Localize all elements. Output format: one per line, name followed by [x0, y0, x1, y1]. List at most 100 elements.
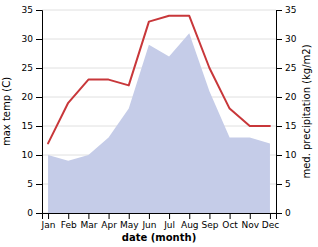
grid-line [42, 39, 276, 40]
x-axis: Jan FebMar AprMayJun Jul AugSep OctNovDec [41, 213, 280, 230]
x-tick-label: Feb [61, 220, 77, 230]
y2-tick-label: 25 [285, 63, 296, 73]
x-tick: Jul [163, 213, 175, 230]
y2-tick: 30 [276, 34, 297, 44]
x-tick: May [120, 213, 139, 230]
y-tick-label: 15 [22, 121, 33, 131]
y-tick-label: 35 [22, 5, 33, 15]
y2-tick-mark [276, 213, 282, 214]
y2-tick-mark [276, 68, 282, 69]
y2-axis: 0 5 10 15 20 25 30 35 [276, 5, 297, 218]
y-tick: 0 [27, 208, 42, 218]
x-tick-label: Oct [222, 220, 238, 230]
x-tick-mark [230, 213, 231, 219]
y2-tick-mark [276, 97, 282, 98]
y2-axis-title: med. precipitation (kg/m2) [301, 44, 312, 178]
y2-tick: 20 [276, 92, 297, 102]
chart: Jan FebMar AprMayJun Jul AugSep OctNovDec 0 5 10… [0, 0, 318, 247]
y2-tick-label: 30 [285, 34, 297, 44]
y-tick-mark [36, 213, 42, 214]
y2-tick-label: 35 [285, 5, 296, 15]
x-tick-label: Nov [241, 220, 259, 230]
x-tick-label: Jul [163, 220, 175, 230]
y2-axis-line [277, 11, 283, 214]
y-axis-title: max temp (C) [1, 77, 12, 146]
y2-tick: 15 [276, 121, 296, 131]
x-tick-label: Aug [181, 220, 199, 230]
x-tick: Sep [201, 213, 218, 230]
x-tick-mark [149, 213, 150, 219]
y-tick-label: 0 [27, 208, 33, 218]
x-tick-mark [250, 213, 251, 219]
y2-tick-label: 15 [285, 121, 296, 131]
x-tick: Aug [181, 213, 199, 230]
area [48, 33, 270, 213]
y2-tick-mark [276, 126, 282, 127]
y2-tick-mark [276, 155, 282, 156]
x-axis-line [43, 214, 277, 220]
y-axis: 0 5 10 15 20 25 30 35 [22, 5, 43, 218]
x-tick-mark [270, 213, 271, 219]
line [48, 16, 270, 144]
y-tick: 30 [22, 34, 42, 44]
grid-line [42, 10, 276, 11]
y-tick-mark [36, 39, 42, 40]
grid [42, 10, 276, 213]
y2-tick: 35 [276, 5, 296, 15]
x-axis-title: date (month) [122, 232, 196, 243]
y2-tick: 5 [276, 179, 291, 189]
y-tick-label: 30 [22, 34, 34, 44]
x-tick-mark [169, 213, 170, 219]
x-tick-mark [48, 213, 49, 219]
y2-tick: 25 [276, 63, 296, 73]
y-tick-mark [36, 10, 42, 11]
y2-tick-mark [276, 39, 282, 40]
y-tick: 20 [22, 92, 42, 102]
y2-tick-mark [276, 184, 282, 185]
x-tick-mark [88, 213, 89, 219]
x-tick-mark [68, 213, 69, 219]
marks [48, 16, 270, 213]
x-tick-mark [129, 213, 130, 219]
y-tick: 5 [27, 179, 42, 189]
x-tick: Feb [61, 213, 77, 230]
x-tick-label: Dec [262, 220, 279, 230]
y-tick-mark [36, 97, 42, 98]
x-tick: Apr [101, 213, 117, 230]
x-tick-label: Sep [201, 220, 218, 230]
y-tick-label: 5 [27, 179, 33, 189]
y2-tick-label: 5 [285, 179, 291, 189]
y-tick-mark [36, 68, 42, 69]
x-tick-label: Mar [80, 220, 97, 230]
y-tick-mark [36, 126, 42, 127]
x-tick-mark [209, 213, 210, 219]
plot: Jan FebMar AprMayJun Jul AugSep OctNovDec 0 5 10… [22, 5, 297, 230]
y2-tick-label: 10 [285, 150, 297, 160]
x-tick: Oct [222, 213, 238, 230]
x-tick: Jan [41, 213, 56, 230]
x-tick: Dec [262, 213, 279, 230]
x-tick-mark [109, 213, 110, 219]
x-tick-mark [189, 213, 190, 219]
y-tick-mark [36, 155, 42, 156]
y-tick: 35 [22, 5, 42, 15]
y-axis-line [36, 11, 43, 214]
x-tick-label: May [120, 220, 139, 230]
y2-tick-label: 20 [285, 92, 297, 102]
y-tick-label: 20 [22, 92, 34, 102]
x-tick: Jun [141, 213, 156, 230]
y2-tick-label: 0 [285, 208, 291, 218]
x-tick-label: Apr [101, 220, 117, 230]
y-tick: 15 [22, 121, 42, 131]
y-tick: 25 [22, 63, 42, 73]
x-tick: Nov [241, 213, 259, 230]
y-tick-mark [36, 184, 42, 185]
y-tick-label: 10 [22, 150, 34, 160]
x-tick-label: Jan [41, 220, 56, 230]
y2-tick: 0 [276, 208, 291, 218]
y-tick-label: 25 [22, 63, 33, 73]
y-tick: 10 [22, 150, 42, 160]
x-tick: Mar [80, 213, 97, 230]
y2-tick: 10 [276, 150, 297, 160]
y2-tick-mark [276, 10, 282, 11]
